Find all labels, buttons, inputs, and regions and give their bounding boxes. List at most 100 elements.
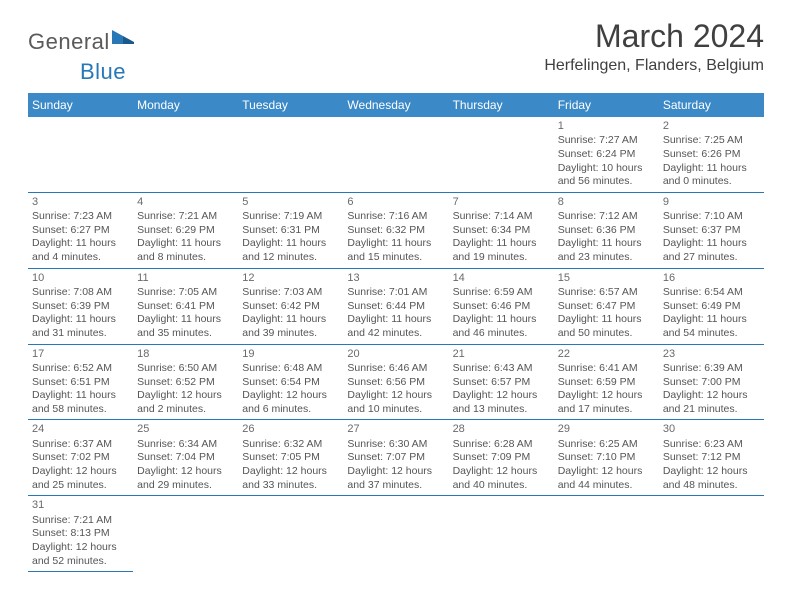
- day-dl2: and 42 minutes.: [347, 327, 444, 341]
- day-dl2: and 44 minutes.: [558, 479, 655, 493]
- day-dl1: Daylight: 12 hours: [137, 465, 234, 479]
- day-dl2: and 29 minutes.: [137, 479, 234, 493]
- day-dl1: Daylight: 11 hours: [663, 237, 760, 251]
- day-sunset: Sunset: 6:41 PM: [137, 300, 234, 314]
- day-sunset: Sunset: 7:05 PM: [242, 451, 339, 465]
- day-dl2: and 33 minutes.: [242, 479, 339, 493]
- day-sunset: Sunset: 6:24 PM: [558, 148, 655, 162]
- calendar-row: 24Sunrise: 6:37 AMSunset: 7:02 PMDayligh…: [28, 420, 764, 496]
- day-sunrise: Sunrise: 6:50 AM: [137, 362, 234, 376]
- day-dl1: Daylight: 10 hours: [558, 162, 655, 176]
- day-dl2: and 37 minutes.: [347, 479, 444, 493]
- day-number: 6: [347, 195, 444, 209]
- day-sunrise: Sunrise: 7:16 AM: [347, 210, 444, 224]
- day-dl2: and 8 minutes.: [137, 251, 234, 265]
- day-dl1: Daylight: 12 hours: [347, 389, 444, 403]
- month-title: March 2024: [544, 18, 764, 55]
- day-dl1: Daylight: 12 hours: [453, 465, 550, 479]
- day-number: 30: [663, 422, 760, 436]
- day-number: 28: [453, 422, 550, 436]
- empty-cell: [133, 496, 238, 572]
- day-sunset: Sunset: 7:04 PM: [137, 451, 234, 465]
- day-cell: 13Sunrise: 7:01 AMSunset: 6:44 PMDayligh…: [343, 268, 448, 344]
- empty-cell: [659, 496, 764, 572]
- day-sunset: Sunset: 6:49 PM: [663, 300, 760, 314]
- day-sunrise: Sunrise: 6:25 AM: [558, 438, 655, 452]
- day-dl1: Daylight: 11 hours: [242, 237, 339, 251]
- day-cell: 5Sunrise: 7:19 AMSunset: 6:31 PMDaylight…: [238, 192, 343, 268]
- weekday-header: Thursday: [449, 93, 554, 117]
- day-sunset: Sunset: 6:31 PM: [242, 224, 339, 238]
- day-sunrise: Sunrise: 7:10 AM: [663, 210, 760, 224]
- day-sunset: Sunset: 7:09 PM: [453, 451, 550, 465]
- day-dl2: and 2 minutes.: [137, 403, 234, 417]
- day-dl2: and 35 minutes.: [137, 327, 234, 341]
- day-sunrise: Sunrise: 6:41 AM: [558, 362, 655, 376]
- weekday-header: Tuesday: [238, 93, 343, 117]
- day-number: 4: [137, 195, 234, 209]
- day-number: 19: [242, 347, 339, 361]
- day-number: 24: [32, 422, 129, 436]
- weekday-header: Saturday: [659, 93, 764, 117]
- day-dl2: and 4 minutes.: [32, 251, 129, 265]
- day-dl2: and 54 minutes.: [663, 327, 760, 341]
- day-sunset: Sunset: 7:02 PM: [32, 451, 129, 465]
- day-sunset: Sunset: 6:27 PM: [32, 224, 129, 238]
- day-number: 17: [32, 347, 129, 361]
- day-dl1: Daylight: 12 hours: [663, 465, 760, 479]
- day-cell: 10Sunrise: 7:08 AMSunset: 6:39 PMDayligh…: [28, 268, 133, 344]
- empty-cell: [449, 117, 554, 192]
- day-sunrise: Sunrise: 7:21 AM: [137, 210, 234, 224]
- title-block: March 2024 Herfelingen, Flanders, Belgiu…: [544, 18, 764, 75]
- day-cell: 6Sunrise: 7:16 AMSunset: 6:32 PMDaylight…: [343, 192, 448, 268]
- day-sunrise: Sunrise: 7:03 AM: [242, 286, 339, 300]
- day-sunrise: Sunrise: 6:46 AM: [347, 362, 444, 376]
- day-dl1: Daylight: 12 hours: [558, 465, 655, 479]
- day-number: 13: [347, 271, 444, 285]
- day-sunset: Sunset: 6:51 PM: [32, 376, 129, 390]
- day-dl1: Daylight: 12 hours: [32, 465, 129, 479]
- location: Herfelingen, Flanders, Belgium: [544, 57, 764, 75]
- day-sunrise: Sunrise: 6:52 AM: [32, 362, 129, 376]
- logo: General: [28, 28, 134, 55]
- day-cell: 4Sunrise: 7:21 AMSunset: 6:29 PMDaylight…: [133, 192, 238, 268]
- day-dl2: and 6 minutes.: [242, 403, 339, 417]
- day-number: 10: [32, 271, 129, 285]
- day-cell: 18Sunrise: 6:50 AMSunset: 6:52 PMDayligh…: [133, 344, 238, 420]
- day-number: 2: [663, 119, 760, 133]
- day-cell: 1Sunrise: 7:27 AMSunset: 6:24 PMDaylight…: [554, 117, 659, 192]
- day-dl1: Daylight: 12 hours: [137, 389, 234, 403]
- empty-cell: [449, 496, 554, 572]
- day-sunset: Sunset: 6:47 PM: [558, 300, 655, 314]
- day-dl2: and 12 minutes.: [242, 251, 339, 265]
- day-number: 7: [453, 195, 550, 209]
- day-number: 14: [453, 271, 550, 285]
- day-dl2: and 25 minutes.: [32, 479, 129, 493]
- day-number: 27: [347, 422, 444, 436]
- day-sunset: Sunset: 6:44 PM: [347, 300, 444, 314]
- day-dl2: and 23 minutes.: [558, 251, 655, 265]
- day-cell: 19Sunrise: 6:48 AMSunset: 6:54 PMDayligh…: [238, 344, 343, 420]
- day-cell: 3Sunrise: 7:23 AMSunset: 6:27 PMDaylight…: [28, 192, 133, 268]
- day-number: 20: [347, 347, 444, 361]
- day-number: 11: [137, 271, 234, 285]
- day-cell: 30Sunrise: 6:23 AMSunset: 7:12 PMDayligh…: [659, 420, 764, 496]
- weekday-header: Sunday: [28, 93, 133, 117]
- day-number: 1: [558, 119, 655, 133]
- day-dl2: and 40 minutes.: [453, 479, 550, 493]
- day-dl1: Daylight: 11 hours: [558, 313, 655, 327]
- day-dl2: and 10 minutes.: [347, 403, 444, 417]
- day-sunrise: Sunrise: 7:01 AM: [347, 286, 444, 300]
- empty-cell: [554, 496, 659, 572]
- day-dl1: Daylight: 11 hours: [347, 313, 444, 327]
- day-dl1: Daylight: 11 hours: [32, 389, 129, 403]
- day-dl1: Daylight: 11 hours: [242, 313, 339, 327]
- day-cell: 28Sunrise: 6:28 AMSunset: 7:09 PMDayligh…: [449, 420, 554, 496]
- day-dl1: Daylight: 12 hours: [663, 389, 760, 403]
- calendar-row: 31Sunrise: 7:21 AMSunset: 8:13 PMDayligh…: [28, 496, 764, 572]
- day-number: 29: [558, 422, 655, 436]
- day-dl1: Daylight: 11 hours: [137, 313, 234, 327]
- day-sunset: Sunset: 6:29 PM: [137, 224, 234, 238]
- day-cell: 2Sunrise: 7:25 AMSunset: 6:26 PMDaylight…: [659, 117, 764, 192]
- day-number: 8: [558, 195, 655, 209]
